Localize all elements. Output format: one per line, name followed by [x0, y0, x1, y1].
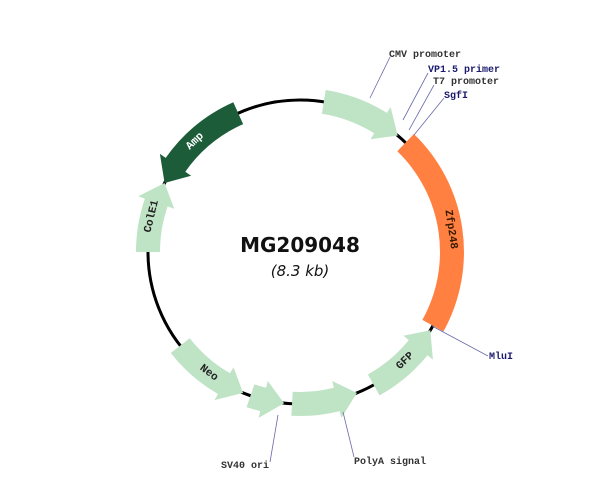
site-label-t7-promoter: T7 promoter — [433, 77, 499, 88]
feature-neo[interactable] — [170, 338, 244, 401]
site-label-sv40-ori: SV40 ori — [221, 460, 269, 472]
feature-amp[interactable] — [159, 102, 244, 183]
leader-line-sv40-ori — [269, 414, 279, 463]
feature-gfp[interactable] — [367, 330, 433, 396]
leader-line-sgfi — [413, 97, 445, 136]
feature-cmv-promoter[interactable] — [321, 90, 398, 140]
site-label-polya-signal: PolyA signal — [354, 456, 426, 468]
site-label-cmv-promoter: CMV promoter — [389, 50, 461, 61]
leader-line-cmv-promoter — [369, 56, 391, 99]
site-label-sgfi: SgfI — [444, 90, 468, 102]
leader-line-t7-promoter — [408, 84, 435, 131]
feature-polya-signal[interactable] — [291, 381, 357, 418]
leader-line-mlui — [431, 325, 489, 357]
feature-label-zfp248: Zfp248 — [441, 209, 459, 250]
site-label-vp1-5-primer: VP1.5 primer — [428, 64, 500, 76]
leader-line-vp1-5-primer — [402, 72, 429, 121]
plasmid-size: (8.3 kb) — [271, 262, 330, 280]
site-label-mlui: MluI — [489, 351, 513, 363]
feature-sv40-ori[interactable] — [246, 381, 285, 418]
leader-line-polya-signal — [342, 411, 355, 458]
plasmid-name: MG209048 — [240, 233, 360, 257]
feature-zfp248[interactable] — [397, 134, 464, 332]
feature-cole1[interactable] — [135, 183, 175, 252]
